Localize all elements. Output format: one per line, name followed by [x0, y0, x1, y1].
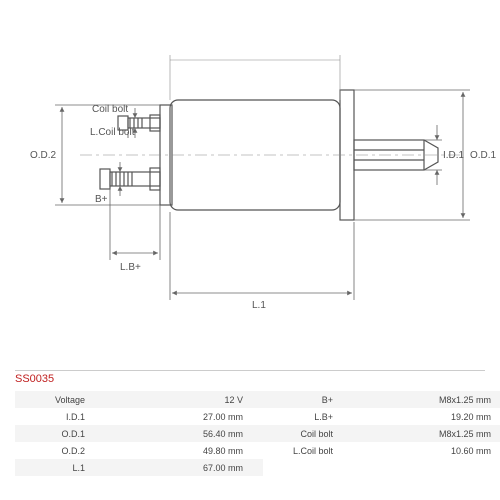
spec-value: 19.20 mm: [341, 412, 500, 422]
spec-row: B+M8x1.25 mm: [263, 391, 500, 408]
part-number: SS0035: [15, 373, 485, 387]
spec-row: I.D.127.00 mm: [15, 408, 263, 425]
spec-label: L.Coil bolt: [263, 446, 341, 456]
spec-column-right: B+M8x1.25 mmL.B+19.20 mmCoil boltM8x1.25…: [263, 391, 500, 476]
label-id1: I.D.1: [443, 150, 465, 161]
label-od2: O.D.2: [30, 150, 57, 161]
spec-row: Voltage12 V: [15, 391, 263, 408]
label-b-plus: B+: [95, 194, 108, 205]
spec-value: 67.00 mm: [93, 463, 263, 473]
spec-value: M8x1.25 mm: [341, 395, 500, 405]
label-lb-plus: L.B+: [120, 262, 141, 273]
label-od1: O.D.1: [470, 150, 497, 161]
spec-value: 56.40 mm: [93, 429, 263, 439]
label-coil-bolt: Coil bolt: [92, 104, 128, 115]
spec-value: 12 V: [93, 395, 263, 405]
spec-label: O.D.1: [15, 429, 93, 439]
spec-label: B+: [263, 395, 341, 405]
spec-column-left: Voltage12 VI.D.127.00 mmO.D.156.40 mmO.D…: [15, 391, 263, 476]
spec-row: O.D.156.40 mm: [15, 425, 263, 442]
spec-row: Coil boltM8x1.25 mm: [263, 425, 500, 442]
spec-row: L.B+19.20 mm: [263, 408, 500, 425]
spec-value: 27.00 mm: [93, 412, 263, 422]
spec-row: L.Coil bolt10.60 mm: [263, 442, 500, 459]
spec-label: Voltage: [15, 395, 93, 405]
spec-label: I.D.1: [15, 412, 93, 422]
spec-value: M8x1.25 mm: [341, 429, 500, 439]
label-l-coil-bolt: L.Coil bolt: [90, 127, 135, 138]
spec-table: SS0035 Voltage12 VI.D.127.00 mmO.D.156.4…: [15, 370, 485, 476]
spec-label: L.1: [15, 463, 93, 473]
technical-drawing: O.D.2 O.D.1 I.D.1 Coil bolt L.Coil bolt: [0, 0, 500, 360]
spec-label: O.D.2: [15, 446, 93, 456]
spec-label: Coil bolt: [263, 429, 341, 439]
spec-row: O.D.249.80 mm: [15, 442, 263, 459]
spec-label: L.B+: [263, 412, 341, 422]
spec-row: L.167.00 mm: [15, 459, 263, 476]
label-l1: L.1: [252, 300, 266, 311]
spec-value: 10.60 mm: [341, 446, 500, 456]
spec-value: 49.80 mm: [93, 446, 263, 456]
